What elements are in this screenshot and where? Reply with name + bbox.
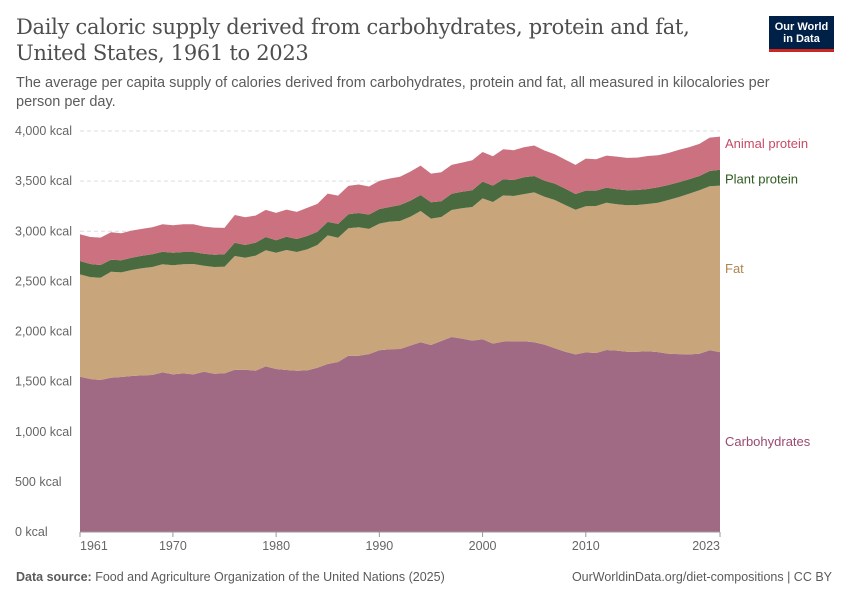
owid-logo[interactable]: Our World in Data (769, 16, 834, 52)
x-tick-label: 2023 (692, 539, 720, 553)
series-label-fat[interactable]: Fat (725, 261, 744, 276)
area-plant-protein[interactable] (80, 169, 720, 278)
area-carbohydrates[interactable] (80, 337, 720, 532)
series-label-animal-protein[interactable]: Animal protein (725, 136, 808, 151)
y-tick-label: 1,500 kcal (15, 375, 72, 389)
series-label-plant-protein[interactable]: Plant protein (725, 172, 798, 187)
url-license-link[interactable]: OurWorldinData.org/diet-compositions | C… (571, 570, 832, 584)
x-axis: 1961 1970 1980 1990 2000 2010 2023 (79, 531, 721, 553)
x-tick-label: 1961 (80, 539, 108, 553)
x-tick-label: 1970 (159, 539, 187, 553)
area-animal-protein[interactable] (80, 136, 720, 265)
y-tick-label: 500 kcal (15, 475, 62, 489)
x-tick-label: 2010 (572, 539, 600, 553)
data-source-text: Food and Agriculture Organization of the… (95, 570, 445, 584)
y-tick-label: 0 kcal (15, 525, 48, 539)
data-source-label: Data source: (16, 570, 92, 584)
x-tick-label: 1990 (365, 539, 393, 553)
y-tick-label: 3,000 kcal (15, 224, 72, 238)
y-tick-label: 2,000 kcal (15, 325, 72, 339)
y-tick-label: 2,500 kcal (15, 274, 72, 288)
x-tick-label: 2000 (469, 539, 497, 553)
y-axis: 0 kcal 500 kcal 1,000 kcal 1,500 kcal 2,000 … (15, 124, 72, 539)
logo-line-1: Our World (774, 21, 829, 33)
series-label-carbohydrates[interactable]: Carbohydrates (725, 434, 811, 449)
series-labels: Carbohydrates Fat Plant protein Animal prot… (725, 136, 811, 449)
area-series (80, 136, 720, 532)
chart-title: Daily caloric supply derived from carboh… (16, 15, 690, 65)
chart-subtitle: The average per capita supply of calorie… (16, 75, 770, 110)
y-tick-label: 4,000 kcal (15, 124, 72, 138)
x-tick-label: 1980 (262, 539, 290, 553)
data-source: Data source: Food and Agriculture Organi… (16, 570, 445, 584)
area-fat[interactable] (80, 185, 720, 380)
y-tick-label: 3,500 kcal (15, 174, 72, 188)
y-tick-label: 1,000 kcal (15, 425, 72, 439)
logo-line-2: in Data (783, 33, 820, 45)
